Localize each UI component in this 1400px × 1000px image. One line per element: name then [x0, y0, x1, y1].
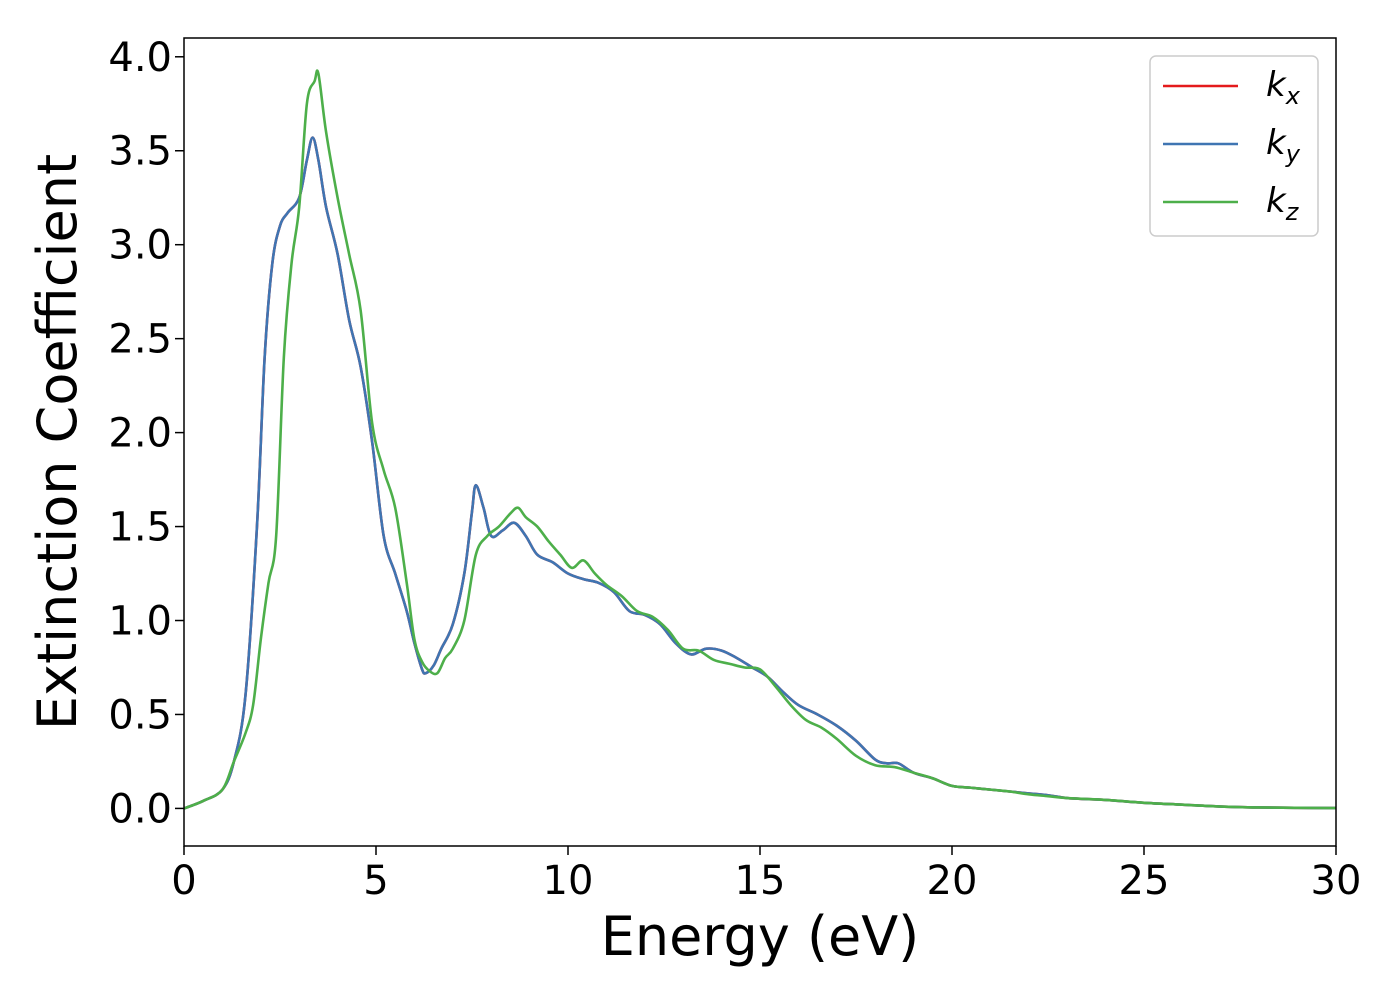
y-axis-ticks: 0.0 0.5 1.0 1.5 2.0 2.5 3.0 3.5 4.0: [108, 35, 184, 832]
series-line-z: [183, 69, 1337, 810]
y-tick-label: 1.5: [108, 505, 172, 551]
legend-box: [1149, 55, 1319, 237]
x-tick-label: 0: [171, 858, 196, 904]
x-axis-label: Energy (eV): [601, 905, 920, 968]
x-tick-label: 25: [1119, 858, 1170, 904]
y-tick-label: 2.0: [108, 411, 172, 457]
x-tick-label: 20: [927, 858, 978, 904]
y-tick-label: 2.5: [108, 317, 172, 363]
y-tick-label: 0.5: [108, 692, 172, 738]
x-tick-label: 10: [543, 858, 594, 904]
x-axis-ticks: 0 5 10 15 20 25 30: [171, 846, 1361, 904]
y-tick-label: 3.5: [108, 129, 172, 175]
series-layer: [183, 69, 1337, 810]
y-tick-label: 1.0: [108, 599, 172, 645]
series-line-x: [183, 136, 1337, 810]
y-tick-label: 4.0: [108, 35, 172, 81]
y-tick-label: 3.0: [108, 223, 172, 269]
y-tick-label: 0.0: [108, 786, 172, 832]
x-tick-label: 30: [1311, 858, 1362, 904]
x-tick-label: 15: [735, 858, 786, 904]
y-axis-label: Extinction Coefficient: [26, 154, 89, 730]
x-tick-label: 5: [363, 858, 388, 904]
series-line-y: [183, 136, 1337, 810]
